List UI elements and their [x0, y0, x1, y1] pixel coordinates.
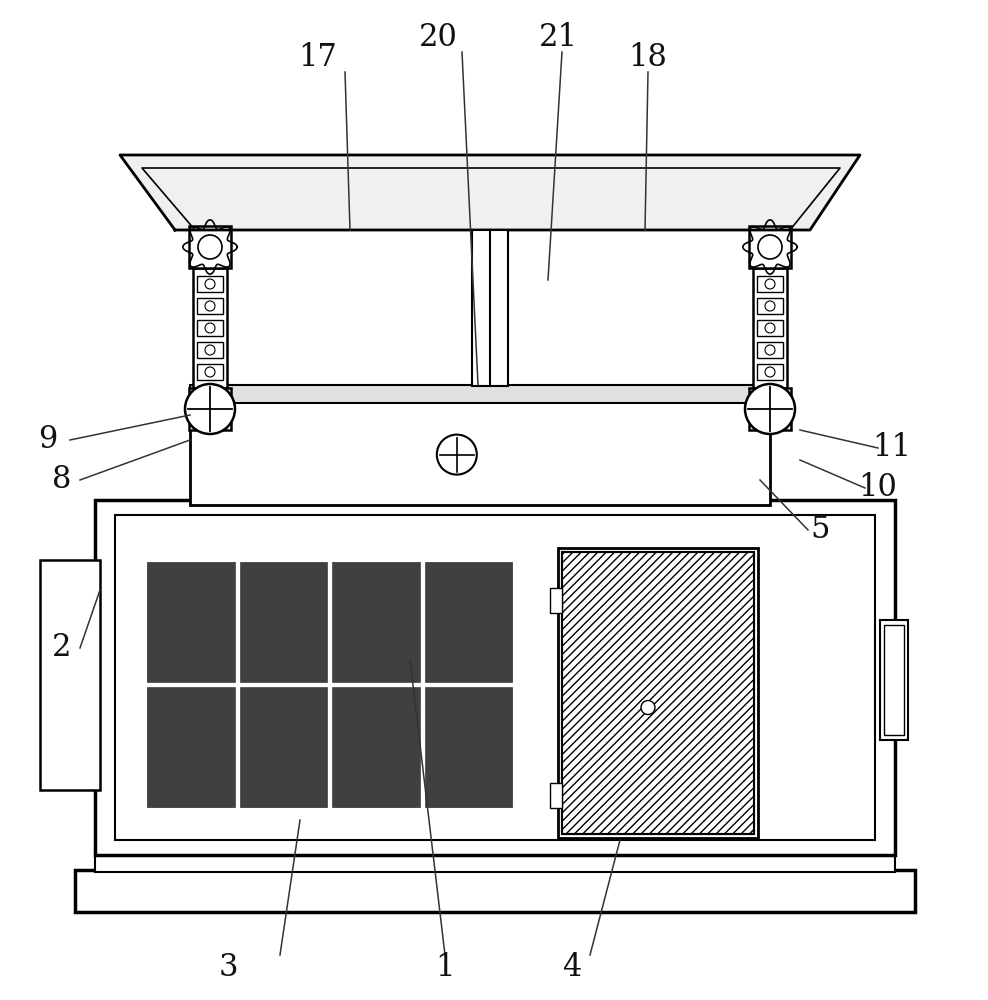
Bar: [884, 625, 904, 735]
Text: 4: 4: [562, 952, 582, 984]
Circle shape: [765, 345, 775, 355]
Circle shape: [745, 384, 795, 434]
Text: 2: 2: [52, 633, 72, 664]
Circle shape: [765, 301, 775, 311]
Bar: [550, 783, 562, 808]
Bar: [190, 385, 770, 505]
Bar: [237, 560, 330, 685]
Bar: [330, 685, 423, 810]
Text: 5: 5: [810, 514, 830, 546]
Bar: [423, 560, 515, 685]
Bar: [190, 385, 770, 403]
Bar: [749, 388, 791, 430]
Bar: [749, 226, 791, 268]
Polygon shape: [120, 155, 860, 230]
Circle shape: [205, 279, 215, 289]
Circle shape: [205, 345, 215, 355]
Bar: [197, 342, 223, 358]
Text: 20: 20: [419, 22, 457, 53]
Bar: [146, 686, 236, 809]
Bar: [115, 515, 875, 840]
Text: 1: 1: [436, 952, 454, 984]
Bar: [331, 686, 422, 809]
Circle shape: [765, 279, 775, 289]
Text: 3: 3: [218, 952, 238, 984]
Bar: [197, 276, 223, 292]
Bar: [237, 685, 330, 810]
Bar: [75, 870, 915, 912]
Bar: [424, 686, 514, 809]
Circle shape: [205, 301, 215, 311]
Bar: [558, 548, 758, 838]
Circle shape: [185, 384, 235, 434]
Text: 17: 17: [298, 42, 338, 74]
Bar: [331, 561, 422, 684]
Text: 18: 18: [628, 42, 668, 74]
Bar: [145, 560, 237, 685]
Circle shape: [758, 235, 782, 259]
Circle shape: [641, 700, 655, 714]
Bar: [238, 686, 329, 809]
Bar: [562, 552, 754, 834]
Bar: [472, 230, 508, 386]
Bar: [145, 685, 237, 810]
Circle shape: [205, 367, 215, 377]
Text: 11: 11: [872, 432, 912, 464]
Bar: [189, 226, 231, 268]
Bar: [197, 298, 223, 314]
Bar: [95, 850, 895, 872]
Text: 21: 21: [538, 22, 578, 53]
Bar: [145, 560, 515, 810]
Bar: [189, 388, 231, 430]
Bar: [424, 561, 514, 684]
Text: 9: 9: [39, 424, 57, 456]
Circle shape: [765, 323, 775, 333]
Bar: [423, 685, 515, 810]
Bar: [880, 620, 908, 740]
Bar: [95, 500, 895, 855]
Circle shape: [765, 367, 775, 377]
Bar: [757, 364, 783, 380]
Text: 10: 10: [859, 473, 897, 504]
Bar: [197, 320, 223, 336]
Circle shape: [198, 235, 222, 259]
Bar: [757, 298, 783, 314]
Bar: [753, 268, 787, 388]
Bar: [197, 364, 223, 380]
Bar: [193, 268, 227, 388]
Circle shape: [437, 435, 477, 475]
Bar: [330, 560, 423, 685]
Bar: [238, 561, 329, 684]
Bar: [757, 276, 783, 292]
Bar: [562, 552, 754, 834]
Bar: [757, 342, 783, 358]
Bar: [40, 560, 100, 790]
Text: 8: 8: [52, 464, 72, 495]
Bar: [146, 561, 236, 684]
Circle shape: [205, 323, 215, 333]
Bar: [757, 320, 783, 336]
Bar: [550, 588, 562, 613]
